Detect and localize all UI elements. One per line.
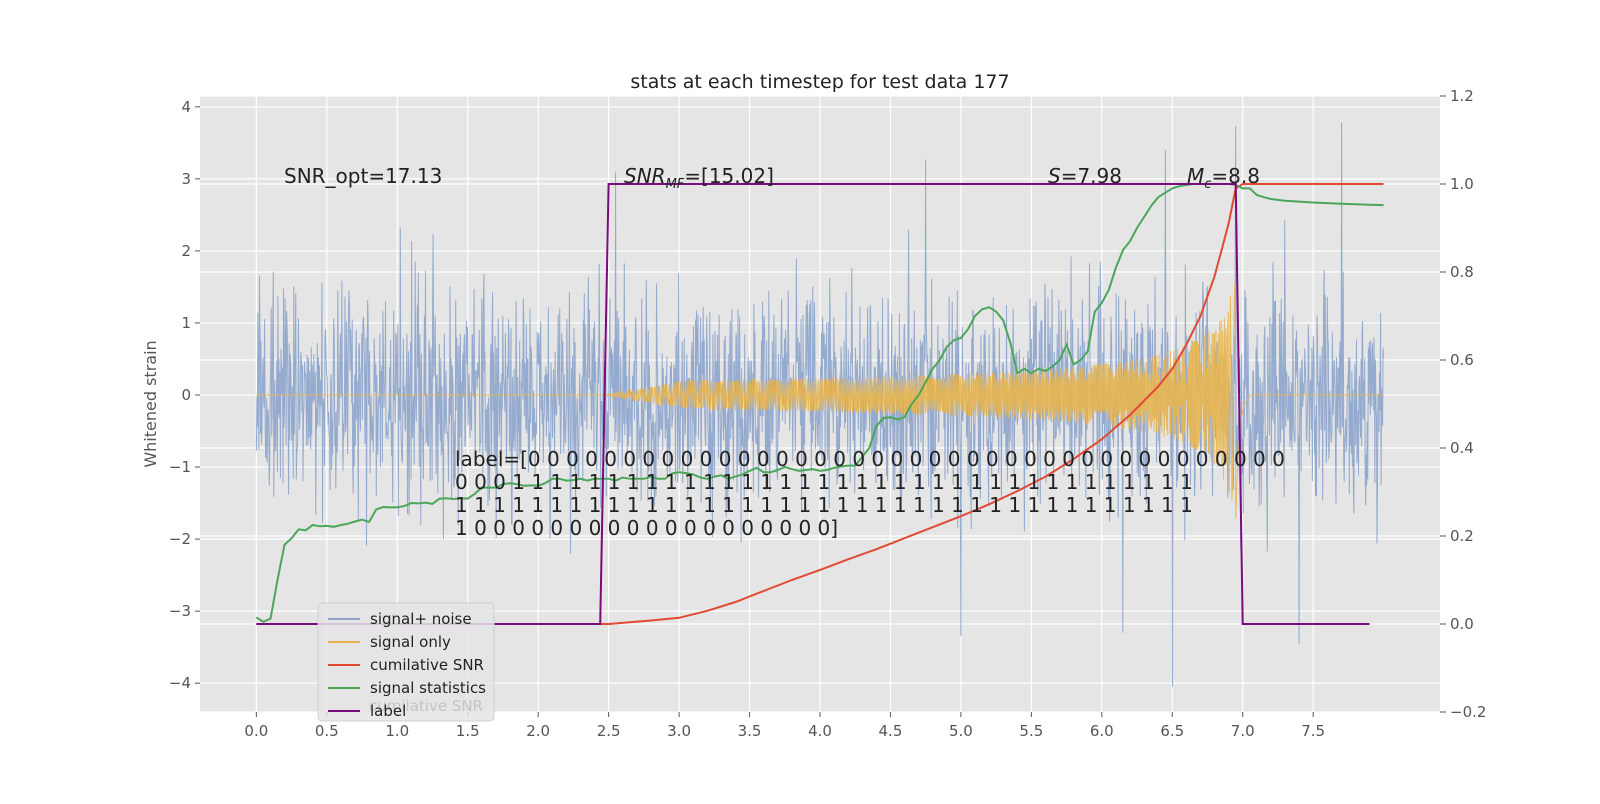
legend-label: cumilative SNR xyxy=(370,656,484,674)
x-tick-label: 5.5 xyxy=(1019,722,1043,740)
x-tick-label: 6.0 xyxy=(1090,722,1114,740)
y-tick-label: 3 xyxy=(181,170,191,188)
x-tick-label: 3.5 xyxy=(738,722,762,740)
y2-tick-label: −0.2 xyxy=(1450,703,1486,721)
y2-tick-label: 0.6 xyxy=(1450,351,1474,369)
signal-only-path xyxy=(256,282,1384,519)
y-tick-label: 0 xyxy=(181,386,191,404)
y2-tick-label: 0.0 xyxy=(1450,615,1474,633)
legend: cumilative SNR signal+ noise signal only c… xyxy=(317,602,495,722)
signal-only-line xyxy=(256,282,1384,519)
label-text-line: 1 1 1 1 1 1 1 1 1 1 1 1 1 1 1 1 1 1 1 1 … xyxy=(455,493,1193,517)
y-tick-label: −4 xyxy=(169,674,191,692)
x-tick-label: 4.5 xyxy=(879,722,903,740)
x-tick-label: 0.5 xyxy=(315,722,339,740)
x-tick-label: 5.0 xyxy=(949,722,973,740)
legend-label: signal statistics xyxy=(370,679,486,697)
x-tick-label: 2.0 xyxy=(526,722,550,740)
y2-tick-label: 0.2 xyxy=(1450,527,1474,545)
axes: 0.0 0.5 1.0 1.5 2.0 2.5 3.0 3.5 4.0 4.5 5.0 5.5 6.0 6… xyxy=(169,87,1487,740)
annotation-snr-opt: SNR_opt=17.13 xyxy=(284,164,442,188)
x-tick-label: 7.0 xyxy=(1231,722,1255,740)
label-text-line: label=[0 0 0 0 0 0 0 0 0 0 0 0 0 0 0 0 0… xyxy=(455,447,1285,471)
y2-tick-label: 0.4 xyxy=(1450,439,1474,457)
x-tick-label: 3.0 xyxy=(667,722,691,740)
y-tick-label: −1 xyxy=(169,458,191,476)
y-tick-label: 1 xyxy=(181,314,191,332)
y2-tick-label: 0.8 xyxy=(1450,263,1474,281)
annotations: SNR_opt=17.13 SNRMF=[15.02] S=7.98 Mc=8.… xyxy=(284,164,1260,192)
annotation-snr-mf: SNRMF=[15.02] xyxy=(624,164,774,192)
label-array-text: label=[0 0 0 0 0 0 0 0 0 0 0 0 0 0 0 0 0… xyxy=(455,447,1285,540)
cumilative-snr-line xyxy=(256,183,1384,625)
legend-label: label xyxy=(370,702,406,720)
label-line xyxy=(256,183,1370,625)
y-tick-label: 2 xyxy=(181,242,191,260)
label-text-line: 0 0 0 1 1 1 1 1 1 1 1 1 1 1 1 1 1 1 1 1 … xyxy=(455,470,1193,494)
y-tick-label: −2 xyxy=(169,530,191,548)
series-lines xyxy=(255,183,1384,625)
label-text-line: 1 0 0 0 0 0 0 0 0 0 0 0 0 0 0 0 0 0 0 0] xyxy=(455,516,838,540)
y-axis-label: Whitened strain xyxy=(141,340,160,467)
signal-statistics-line xyxy=(255,183,1384,623)
y-tick-label: −3 xyxy=(169,602,191,620)
legend-ghost-text: cumilative SNR xyxy=(369,697,483,715)
annotation-s: S=7.98 xyxy=(1048,164,1122,188)
x-tick-label: 4.0 xyxy=(808,722,832,740)
x-tick-label: 1.0 xyxy=(385,722,409,740)
annotation-mc: Mc=8.8 xyxy=(1187,164,1260,192)
y-tick-label: 4 xyxy=(181,98,191,116)
y2-tick-label: 1.2 xyxy=(1450,87,1474,105)
legend-label: signal+ noise xyxy=(370,610,472,628)
legend-box xyxy=(317,602,495,722)
legend-label: signal only xyxy=(370,633,451,651)
x-tick-label: 7.5 xyxy=(1301,722,1325,740)
x-tick-label: 6.5 xyxy=(1160,722,1184,740)
x-tick-label: 2.5 xyxy=(597,722,621,740)
chart-title: stats at each timestep for test data 177 xyxy=(630,71,1009,93)
x-tick-label: 0.0 xyxy=(244,722,268,740)
y2-tick-label: 1.0 xyxy=(1450,175,1474,193)
x-tick-label: 1.5 xyxy=(456,722,480,740)
